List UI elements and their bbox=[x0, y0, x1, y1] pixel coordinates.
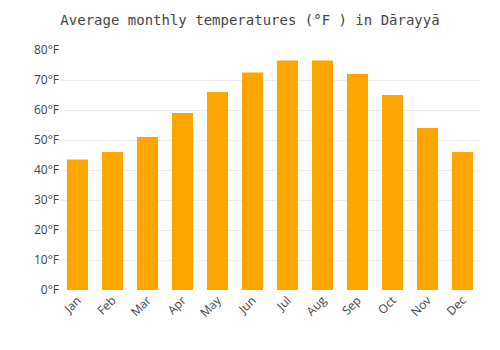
svg-text:Jun: Jun bbox=[234, 292, 259, 317]
svg-text:Dec: Dec bbox=[443, 292, 470, 319]
svg-text:Sep: Sep bbox=[338, 292, 365, 319]
svg-text:0°F: 0°F bbox=[41, 281, 59, 298]
svg-text:Apr: Apr bbox=[164, 292, 190, 318]
svg-text:Nov: Nov bbox=[407, 292, 435, 320]
svg-text:60°F: 60°F bbox=[34, 101, 59, 118]
svg-text:Average monthly temperatures (: Average monthly temperatures (°F ) in Dā… bbox=[60, 12, 439, 28]
svg-text:Aug: Aug bbox=[302, 292, 330, 320]
svg-text:30°F: 30°F bbox=[34, 191, 59, 208]
svg-text:Jul: Jul bbox=[272, 292, 294, 314]
svg-text:70°F: 70°F bbox=[34, 71, 59, 88]
svg-text:Feb: Feb bbox=[93, 292, 119, 318]
svg-text:20°F: 20°F bbox=[34, 221, 59, 238]
svg-text:Jan: Jan bbox=[60, 292, 85, 317]
svg-text:50°F: 50°F bbox=[34, 131, 59, 148]
svg-text:Mar: Mar bbox=[127, 292, 155, 320]
svg-text:40°F: 40°F bbox=[34, 161, 59, 178]
svg-text:Oct: Oct bbox=[374, 292, 400, 318]
svg-text:80°F: 80°F bbox=[34, 41, 59, 58]
svg-text:10°F: 10°F bbox=[34, 251, 59, 268]
svg-text:May: May bbox=[196, 291, 225, 320]
